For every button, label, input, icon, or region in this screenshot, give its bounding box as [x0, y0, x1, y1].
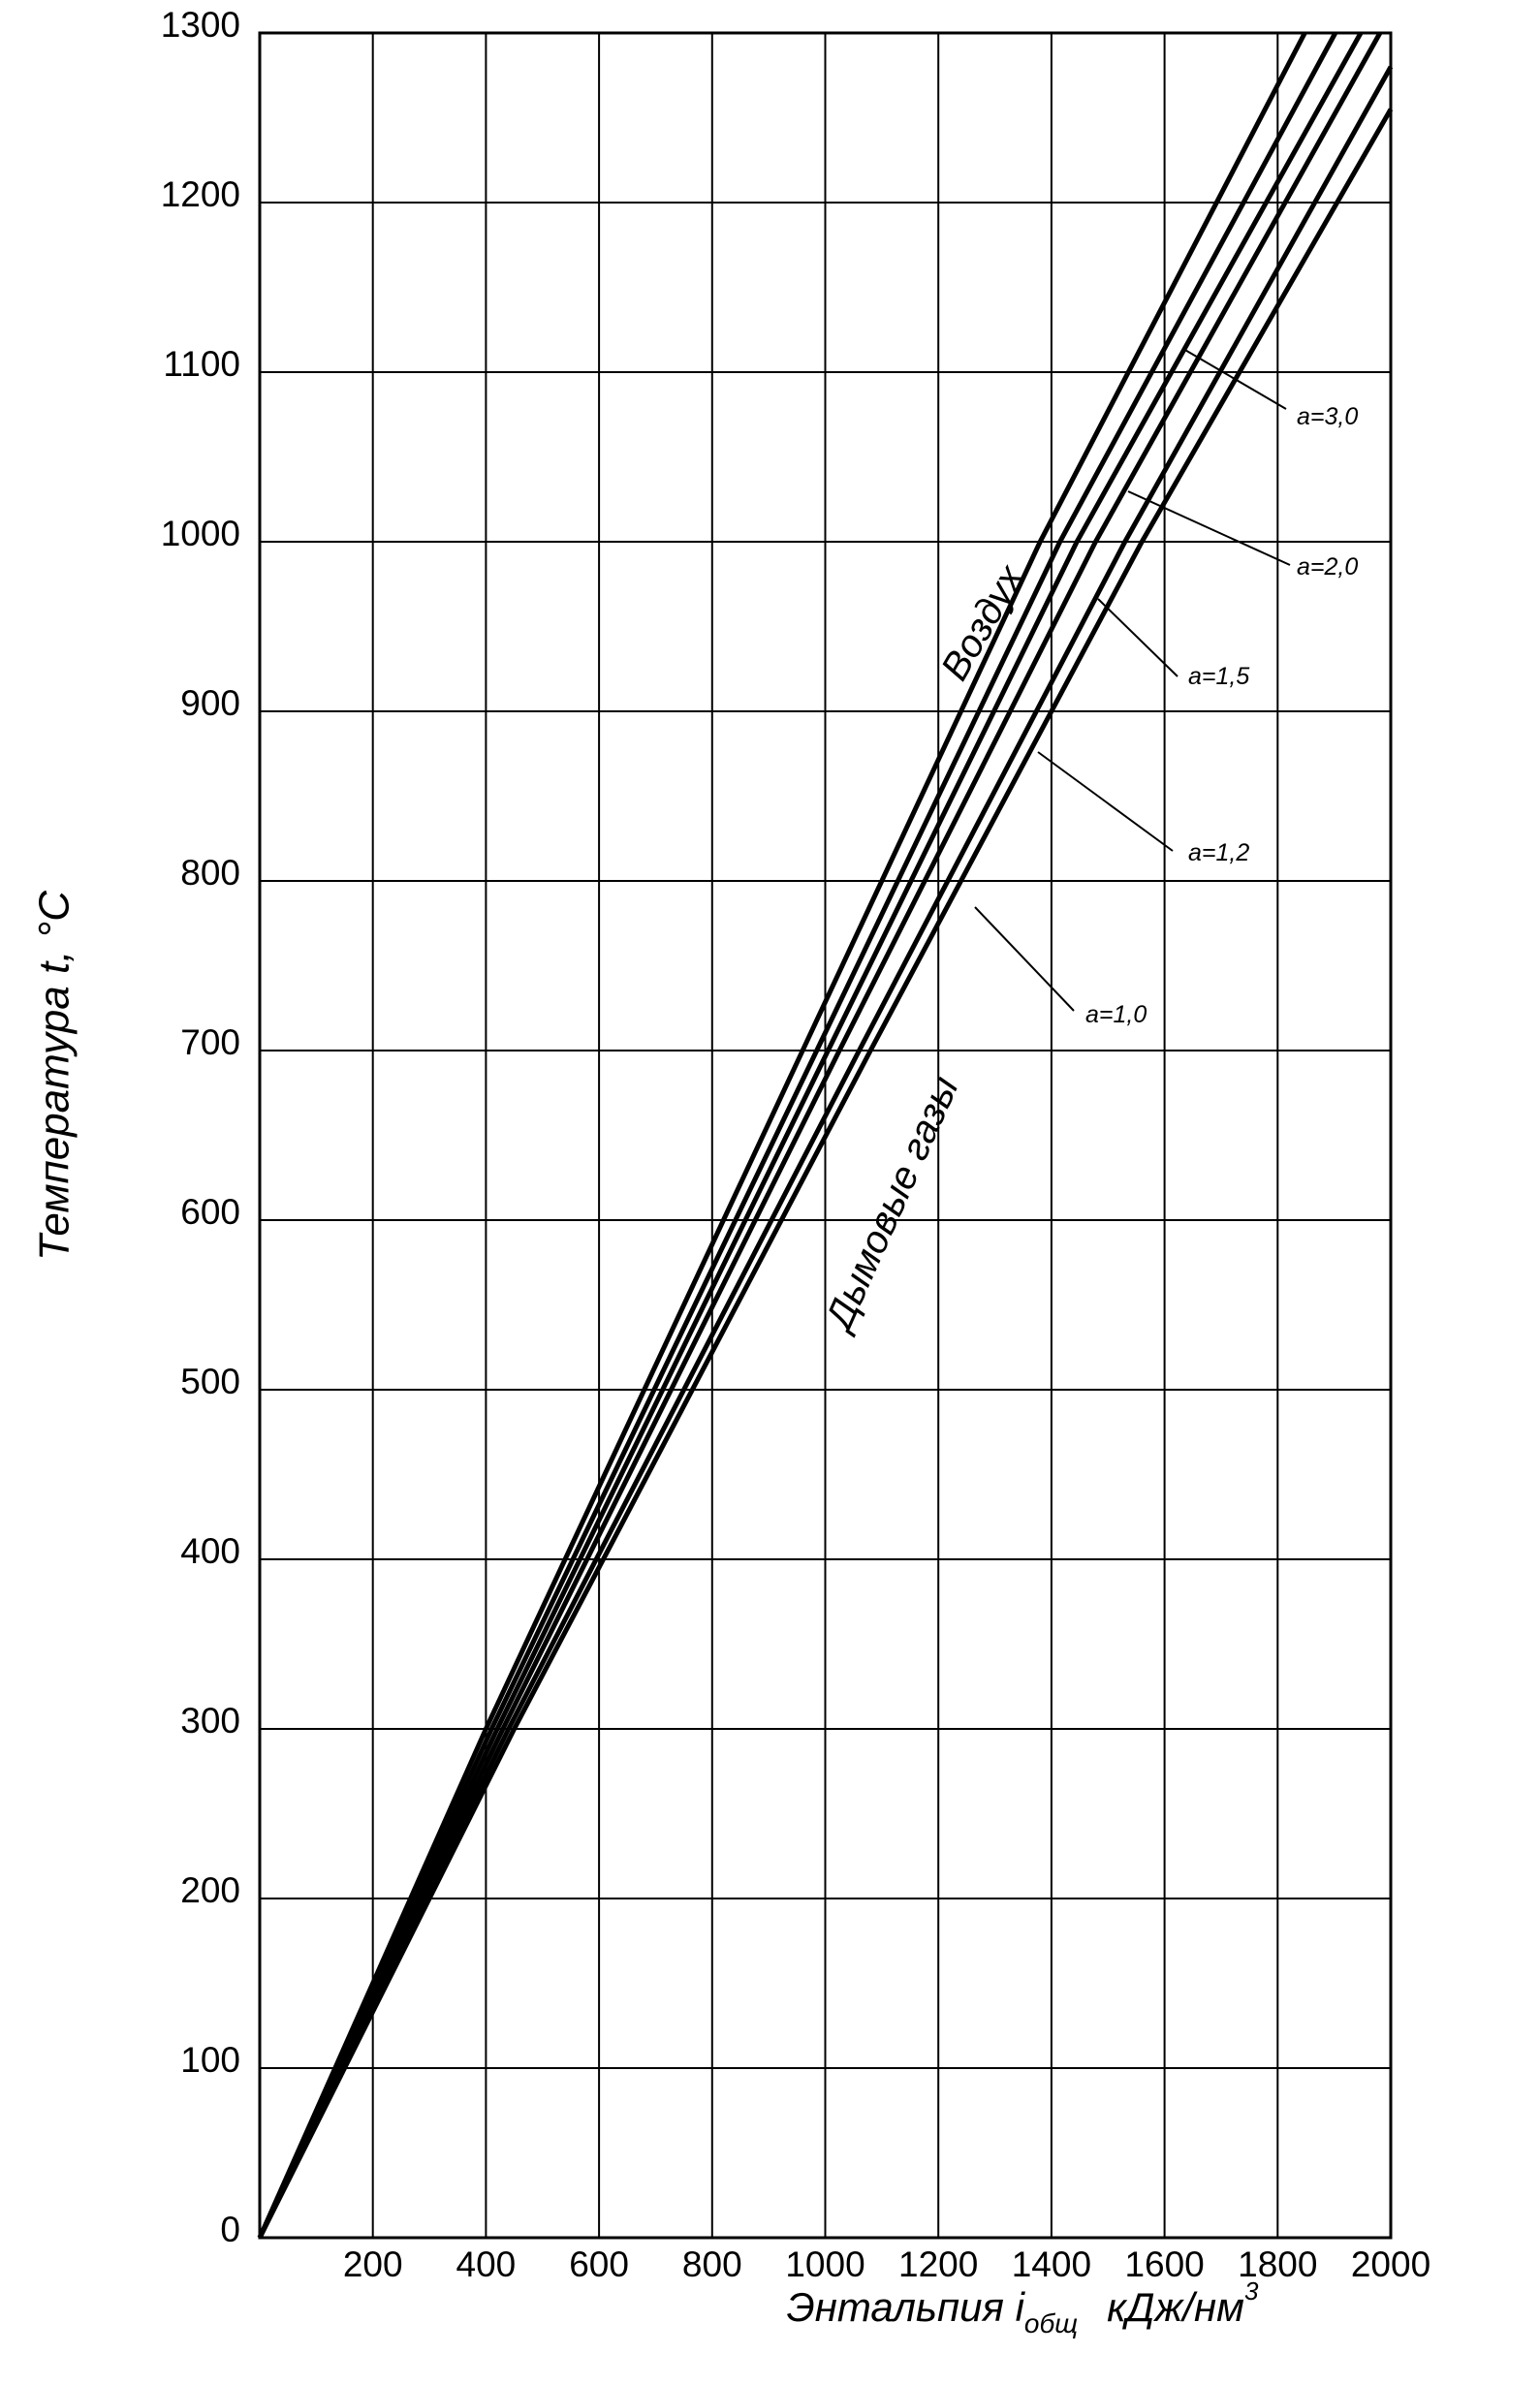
series-label: a=1,0 — [1085, 1001, 1147, 1028]
series-line — [257, 31, 1364, 2240]
series-line — [257, 65, 1394, 2240]
series-line — [257, 108, 1394, 2240]
y-tick-label: 300 — [180, 1701, 240, 1741]
leader-line — [1097, 598, 1179, 677]
y-tick-label: 600 — [180, 1192, 240, 1232]
leader-line — [974, 906, 1075, 1012]
series-line — [257, 31, 1338, 2240]
y-tick-label: 1100 — [163, 344, 240, 384]
series-label: a=2,0 — [1297, 553, 1358, 581]
x-tick-label: 400 — [456, 2244, 517, 2284]
x-tick-label: 1800 — [1238, 2244, 1317, 2284]
y-tick-label: 1000 — [161, 514, 240, 553]
lines — [257, 31, 1394, 2240]
leader-line — [1182, 348, 1287, 410]
series-line — [257, 31, 1383, 2240]
x-tick-label: 1600 — [1124, 2244, 1204, 2284]
y-tick-label: 500 — [180, 1362, 240, 1401]
series-label: a=1,2 — [1188, 839, 1249, 866]
y-tick-label: 800 — [180, 853, 240, 893]
x-tick-label: 600 — [569, 2244, 629, 2284]
y-tick-label: 700 — [180, 1022, 240, 1062]
y-tick-label: 400 — [180, 1531, 240, 1571]
series-label: a=1,5 — [1188, 663, 1249, 690]
leader-line — [1037, 751, 1174, 852]
x-tick-label: 200 — [343, 2244, 403, 2284]
y-tick-label: 900 — [180, 683, 240, 723]
x-label-unit: кДж/нм — [1107, 2284, 1244, 2330]
y-axis-label: Температура t, °C — [31, 890, 79, 1261]
x-label-text: Энтальпия i — [787, 2284, 1026, 2330]
y-tick-label: 200 — [180, 1870, 240, 1910]
series-label: a=3,0 — [1297, 403, 1358, 430]
series-line — [257, 31, 1307, 2240]
leader-line — [1127, 490, 1291, 566]
y-tick-label: 1200 — [161, 174, 240, 214]
x-tick-label: 2000 — [1351, 2244, 1430, 2284]
x-axis-label: Энтальпия iобщ кДж/нм3 — [787, 2276, 1259, 2338]
x-label-sub: общ — [1024, 2308, 1078, 2338]
x-tick-label: 1200 — [898, 2244, 978, 2284]
plot-frame — [258, 31, 1393, 2240]
y-tick-label: 100 — [180, 2040, 240, 2080]
y-tick-label: 1300 — [161, 5, 240, 45]
x-tick-label: 1000 — [785, 2244, 864, 2284]
x-label-sup: 3 — [1244, 2276, 1259, 2306]
x-tick-label: 800 — [682, 2244, 742, 2284]
leaders — [974, 348, 1291, 1012]
y-tick-label: 0 — [220, 2210, 240, 2249]
x-tick-label: 1400 — [1012, 2244, 1091, 2284]
